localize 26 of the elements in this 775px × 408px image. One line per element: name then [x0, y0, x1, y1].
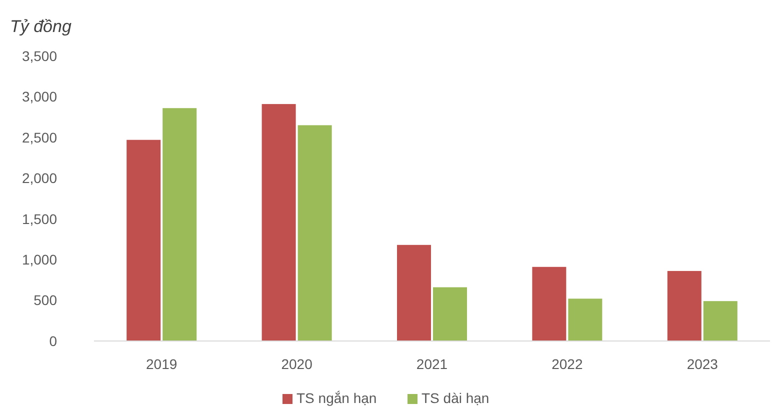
bar [126, 140, 161, 341]
x-tick-label: 2022 [552, 356, 583, 372]
x-tick-label: 2021 [416, 356, 448, 372]
y-tick-label: 500 [34, 292, 58, 308]
bar [397, 244, 431, 341]
x-tick-label: 2023 [686, 356, 718, 372]
y-tick-label: 0 [49, 332, 58, 349]
y-tick-label: 2,000 [22, 170, 58, 186]
x-tick-label: 2020 [281, 356, 313, 372]
legend-label: TS ngắn hạn [296, 390, 377, 406]
y-tick-label: 2,500 [22, 129, 58, 146]
y-axis-title: Tỷ đồng [10, 17, 72, 36]
legend-label: TS dài hạn [422, 390, 490, 406]
bar [433, 287, 467, 341]
y-tick-label: 3,500 [22, 48, 58, 64]
bar [703, 301, 738, 341]
y-tick-label: 1,500 [22, 210, 58, 227]
bar [162, 108, 197, 341]
y-tick-label: 3,000 [22, 88, 58, 105]
bar [262, 104, 296, 341]
x-tick-label: 2019 [146, 356, 178, 372]
bar [667, 270, 702, 341]
bar [532, 266, 566, 341]
bar [568, 298, 602, 341]
bar [298, 125, 332, 341]
y-tick-label: 1,000 [22, 251, 58, 268]
